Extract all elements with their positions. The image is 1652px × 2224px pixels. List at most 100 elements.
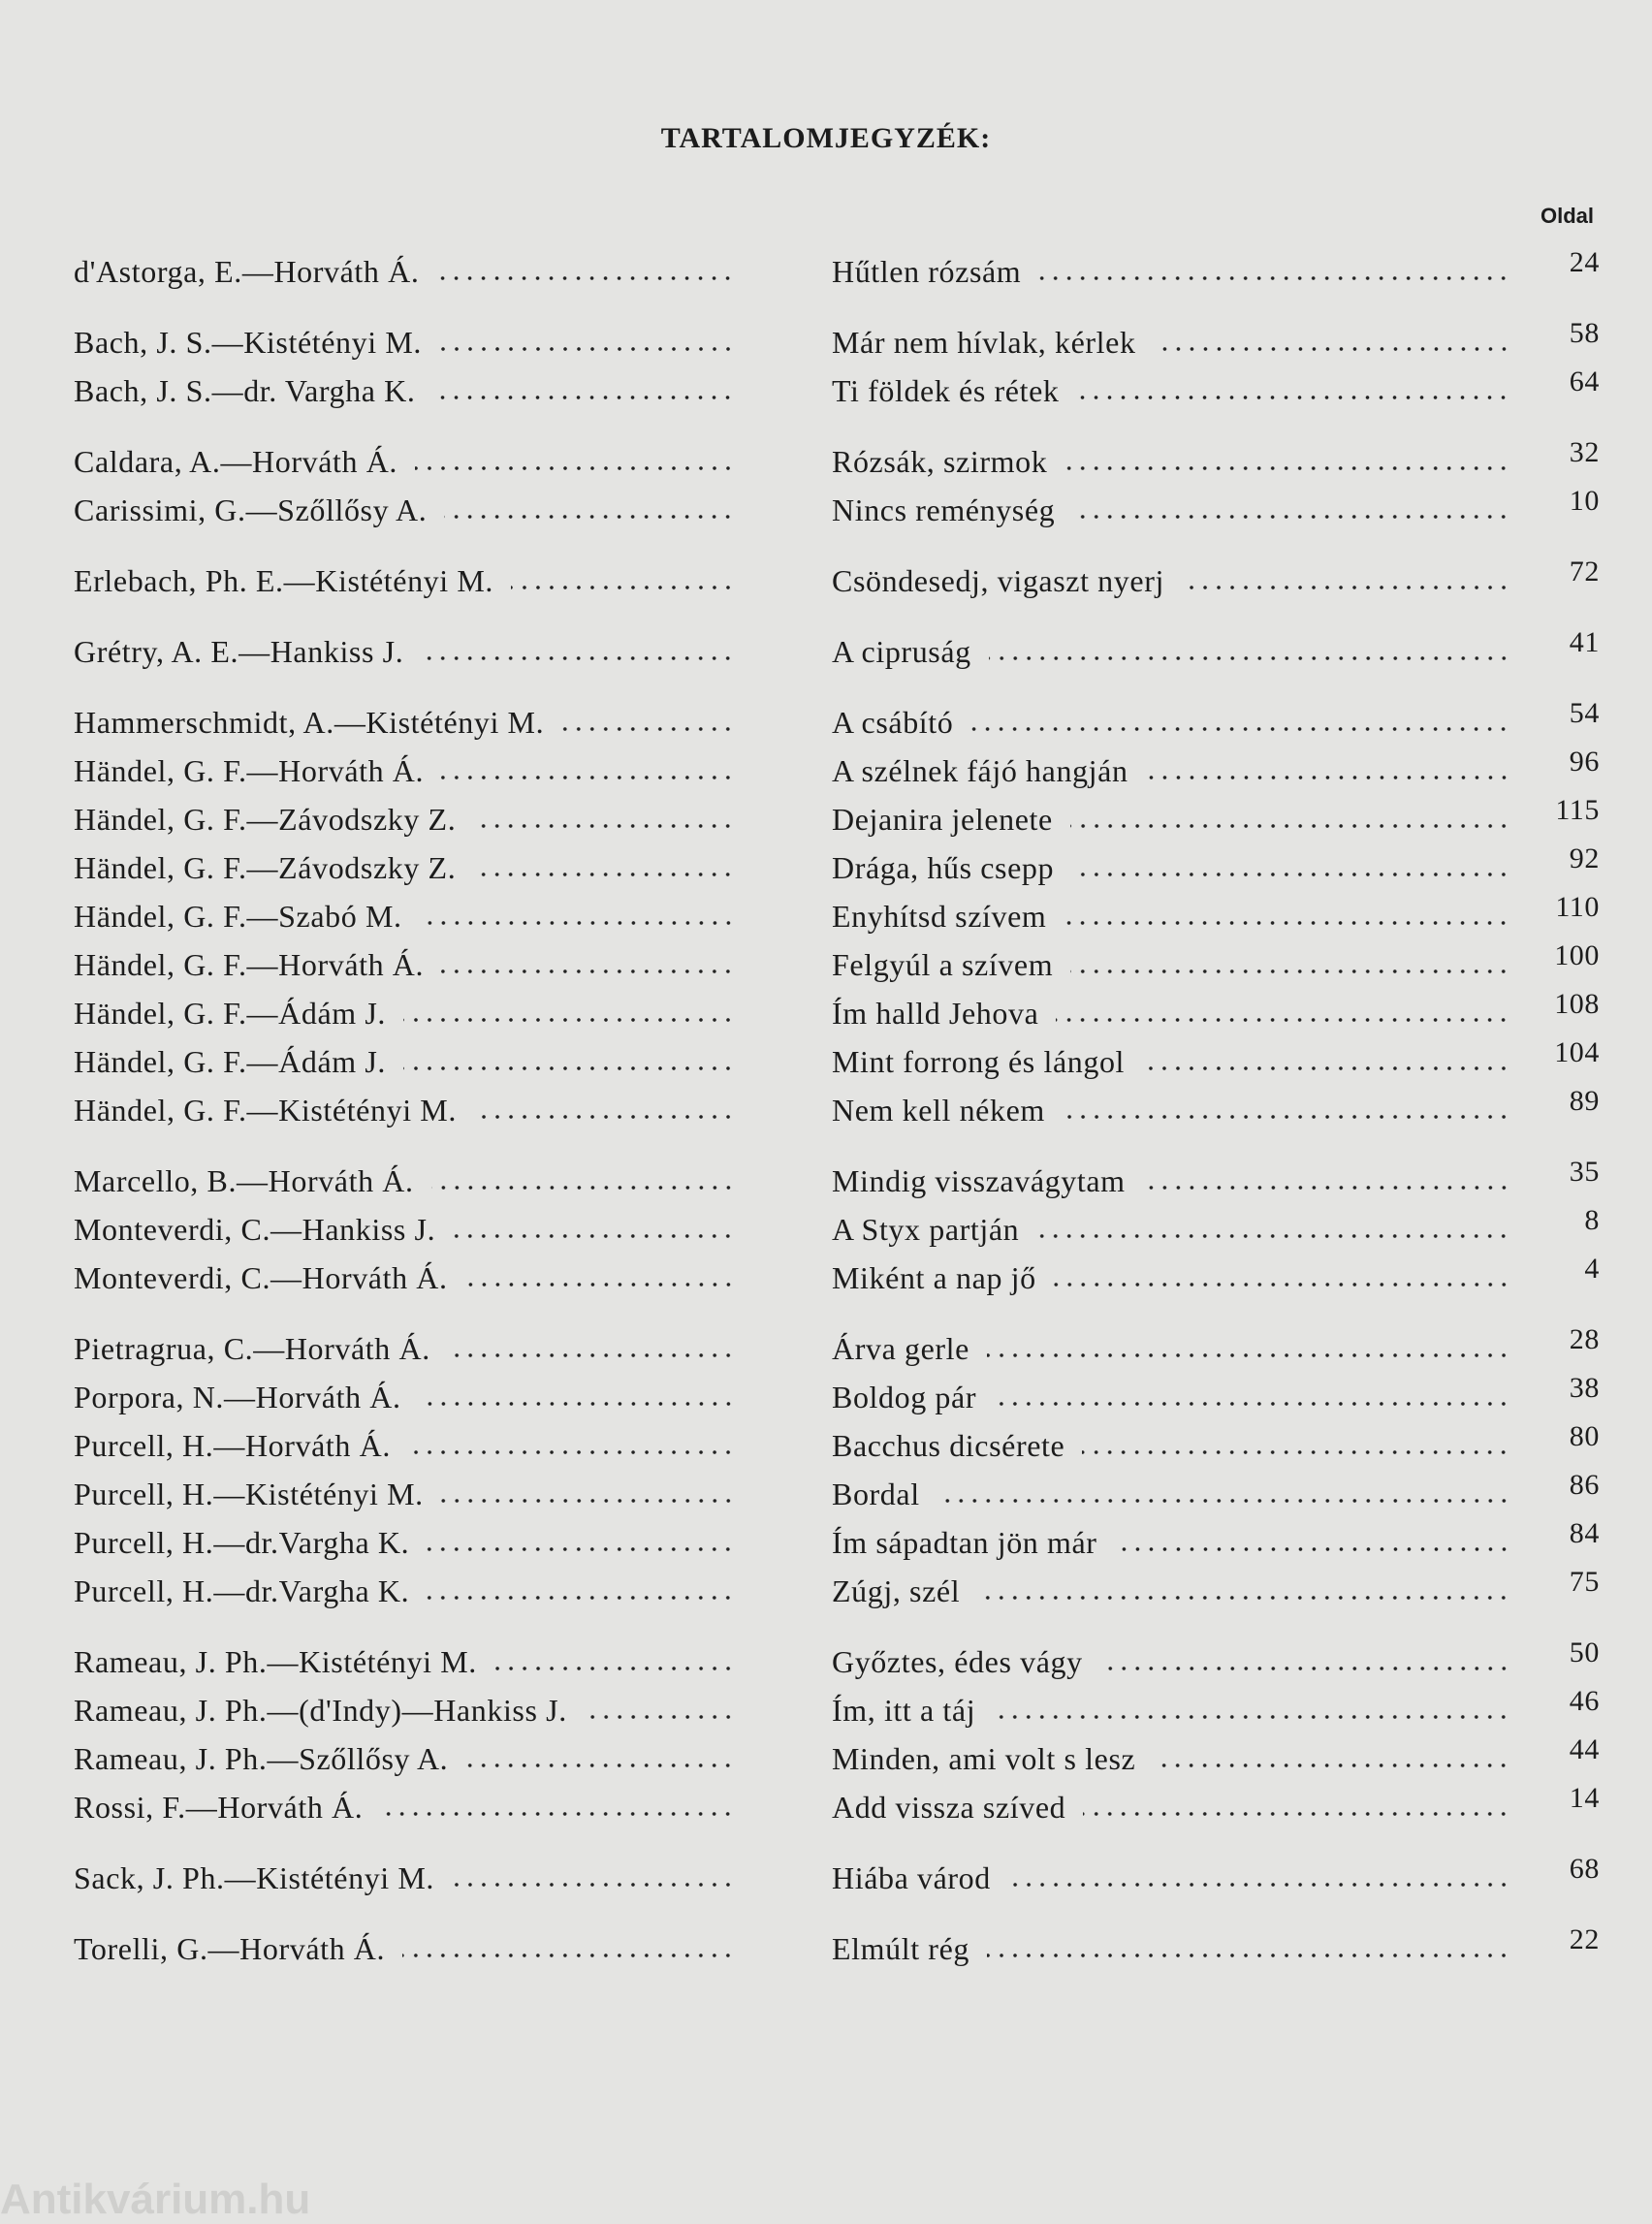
dot-leader [1142,1185,1510,1191]
page-number: 115 [1555,794,1600,826]
page-number: 68 [1569,1853,1600,1885]
author: Händel, G. F.—Horváth Á. [74,947,425,982]
author: Torelli, G.—Horváth Á. [74,1931,386,1966]
author: Erlebach, Ph. E.—Kistétényi M. [74,563,494,598]
author-cell: Händel, G. F.—Závodszky Z. [74,850,735,886]
page-number: 58 [1569,317,1600,349]
dot-leader [1062,1114,1510,1120]
title-cell: A Styx partján [832,1212,1510,1248]
dot-leader [1114,1546,1510,1552]
dot-leader [1076,395,1510,400]
dot-leader [1056,1017,1510,1023]
author-cell: Sack, J. Ph.—Kistétényi M. [74,1860,735,1896]
song-title: A szélnek fájó hangján [832,753,1128,788]
author: Händel, G. F.—Závodszky Z. [74,850,457,885]
title-cell: Minden, ami volt s lesz [832,1741,1510,1777]
title-cell: A szélnek fájó hangján [832,753,1510,789]
author-cell: Purcell, H.—Horváth Á. [74,1428,735,1464]
title-cell: Boldog pár [832,1380,1510,1415]
title-cell: Add vissza szíved [832,1790,1510,1826]
author: Monteverdi, C.—Hankiss J. [74,1212,436,1247]
dot-leader [988,655,1510,661]
page-number: 22 [1569,1923,1600,1955]
dot-leader [427,1595,735,1601]
author-cell: Marcello, B.—Horváth Á. [74,1163,735,1199]
author-cell: Rossi, F.—Horváth Á. [74,1790,735,1826]
toc-entry: Händel, G. F.—Horváth Á. A szélnek fájó h… [0,746,1652,796]
author: Händel, G. F.—Kistétényi M. [74,1093,457,1128]
author-cell: Händel, G. F.—Ádám J. [74,1044,735,1080]
title-cell: Ím, itt a táj [832,1693,1510,1729]
title-cell: Elmúlt rég [832,1931,1510,1967]
title-cell: Felgyúl a szívem [832,947,1510,983]
author-cell: Händel, G. F.—Ádám J. [74,996,735,1032]
toc-entry: Händel, G. F.—Kistétényi M. Nem kell néke… [0,1085,1652,1135]
dot-leader [493,1666,735,1671]
author-cell: Rameau, J. Ph.—(d'Indy)—Hankiss J. [74,1693,735,1729]
toc-entry: Torelli, G.—Horváth Á. Elmúlt rég 22 [0,1923,1652,1974]
toc-entry: Pietragrua, C.—Horváth Á. Árva gerle 28 [0,1323,1652,1374]
toc-entry: Rossi, F.—Horváth Á. Add vissza szíved 14 [0,1782,1652,1832]
dot-leader [986,1352,1510,1358]
title-cell: Bacchus dicsérete [832,1428,1510,1464]
toc-entry: Caldara, A.—Horváth Á. Rózsák, szirmok 32 [0,436,1652,487]
song-title: Add vissza szíved [832,1790,1066,1825]
author: Händel, G. F.—Ádám J. [74,1044,387,1079]
song-title: A cipruság [832,634,971,669]
title-cell: Drága, hűs csepp [832,850,1510,886]
page-number: 41 [1569,626,1600,658]
title-cell: A cipruság [832,634,1510,670]
toc-entry: Monteverdi, C.—Hankiss J. A Styx partján 8 [0,1204,1652,1255]
author-cell: Händel, G. F.—Horváth Á. [74,753,735,789]
title-cell: Csöndesedj, vigaszt nyerj [832,563,1510,599]
page-number: 80 [1569,1420,1600,1452]
author: Sack, J. Ph.—Kistétényi M. [74,1860,435,1895]
title-cell: Ím halld Jehova [832,996,1510,1032]
toc-entry: Purcell, H.—dr.Vargha K. Ím sápadtan jön … [0,1517,1652,1568]
dot-leader [1153,1763,1510,1768]
toc-entry: d'Astorga, E.—Horváth Á. Hűtlen rózsám 24 [0,246,1652,297]
author: Carissimi, G.—Szőllősy A. [74,492,428,527]
title-cell: Miként a nap jő [832,1260,1510,1296]
dot-leader [993,1714,1510,1720]
author-cell: Rameau, J. Ph.—Szőllősy A. [74,1741,735,1777]
dot-leader [473,823,735,829]
dot-leader [1038,275,1510,281]
author-cell: Carissimi, G.—Szőllősy A. [74,492,735,528]
toc-entry: Bach, J. S.—dr. Vargha K. Ti földek és ré… [0,365,1652,416]
dot-leader [1145,775,1510,780]
dot-leader [441,775,735,780]
song-title: Ti földek és rétek [832,373,1060,408]
author-cell: Händel, G. F.—Szabó M. [74,899,735,935]
dot-leader [427,1546,735,1552]
toc-entry: Erlebach, Ph. E.—Kistétényi M. Csöndesedj… [0,556,1652,606]
dot-leader [1072,514,1510,520]
author-cell: Porpora, N.—Horváth Á. [74,1380,735,1415]
toc-entry: Händel, G. F.—Ádám J. Ím halld Jehova 108 [0,988,1652,1038]
dot-leader [453,1233,735,1239]
dot-leader [432,395,735,400]
toc-entry: Händel, G. F.—Horváth Á. Felgyúl a szívem… [0,939,1652,990]
dot-leader [1053,1282,1510,1287]
song-title: Csöndesedj, vigaszt nyerj [832,563,1164,598]
author-cell: Caldara, A.—Horváth Á. [74,444,735,480]
author-cell: Purcell, H.—dr.Vargha K. [74,1573,735,1609]
page-number: 44 [1569,1733,1600,1765]
song-title: Rózsák, szirmok [832,444,1048,479]
dot-leader [415,465,735,471]
song-title: Minden, ami volt s lesz [832,1741,1136,1776]
author-cell: d'Astorga, E.—Horváth Á. [74,254,735,290]
author: d'Astorga, E.—Horváth Á. [74,254,420,289]
title-cell: Hiába várod [832,1860,1510,1896]
page-number: 104 [1554,1036,1600,1068]
title-cell: Nem kell nékem [832,1093,1510,1128]
dot-leader [447,1352,735,1358]
title-cell: Zúgj, szél [832,1573,1510,1609]
toc-entry: Porpora, N.—Horváth Á. Boldog pár 38 [0,1372,1652,1422]
title-cell: Mint forrong és lángol [832,1044,1510,1080]
author-cell: Bach, J. S.—Kistétényi M. [74,325,735,361]
title-cell: Hűtlen rózsám [832,254,1510,290]
author-cell: Hammerschmidt, A.—Kistétényi M. [74,705,735,741]
author: Purcell, H.—dr.Vargha K. [74,1525,410,1560]
author: Marcello, B.—Horváth Á. [74,1163,414,1198]
